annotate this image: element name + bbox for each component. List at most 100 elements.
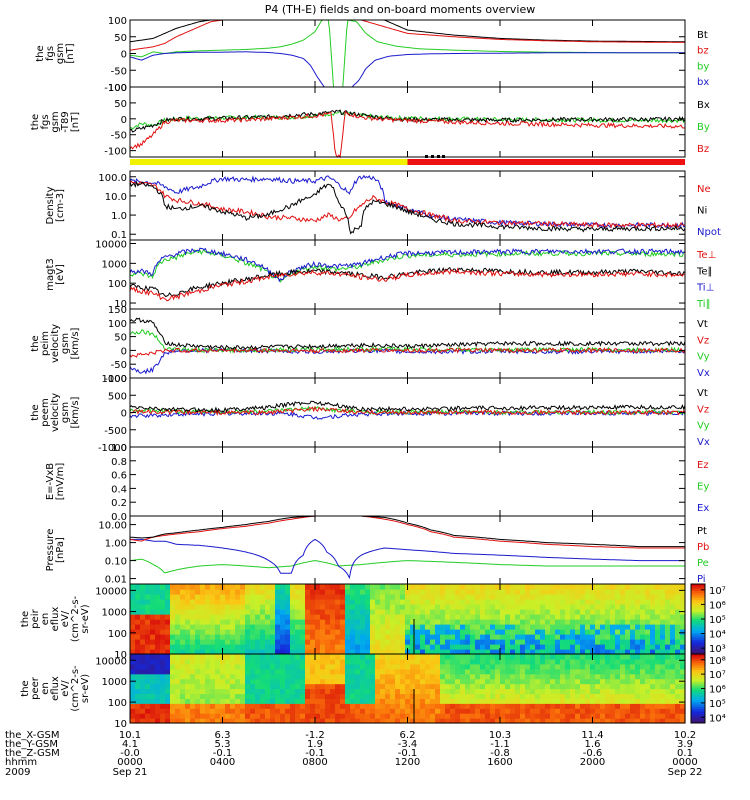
heatmap-cell [185,713,191,719]
heatmap-cell [310,654,316,660]
heatmap-cell [185,663,191,670]
heatmap-cell [325,614,331,620]
heatmap-cell [160,718,166,724]
heatmap-cell [155,688,161,695]
heatmap-cell [470,663,476,670]
heatmap-cell [360,584,366,590]
ylabel-line: the [20,611,31,627]
heatmap-cell [170,654,176,660]
heatmap-cell [330,673,336,680]
heatmap-cell [470,708,476,714]
heatmap-cell [645,698,651,704]
heatmap-cell [595,698,601,704]
heatmap-cell [425,604,431,610]
colorbar-cell [691,654,705,657]
heatmap-cell [550,584,556,590]
heatmap-cell [180,599,186,605]
heatmap-cell [350,718,356,724]
heatmap-cell [355,668,361,675]
heatmap-cell [135,663,141,670]
heatmap-cell [445,663,451,670]
heatmap-cell [185,624,191,630]
heatmap-cell [625,718,631,724]
heatmap-cell [135,634,141,640]
heatmap-cell [325,698,331,704]
heatmap-cell [140,604,146,610]
heatmap-cell [635,639,641,645]
heatmap-cell [435,599,441,605]
heatmap-cell [240,639,246,645]
colorbar-cell [691,672,705,676]
heatmap-cell [670,629,676,635]
heatmap-cell [555,594,561,600]
heatmap-cell [545,698,551,704]
heatmap-cell [630,683,636,690]
heatmap-cell [665,693,671,699]
heatmap-cell [145,688,151,695]
heatmap-cell [520,708,526,714]
heatmap-cell [390,654,396,660]
heatmap-cell [130,619,136,625]
heatmap-cell [210,678,216,685]
heatmap-cell [670,708,676,714]
heatmap-cell [300,718,306,724]
heatmap-cell [495,584,501,590]
ylabel-line: gsm [50,111,61,132]
heatmap-cell [505,614,511,620]
heatmap-cell [200,639,206,645]
heatmap-cell [235,624,241,630]
heatmap-cell [665,683,671,690]
heatmap-cell [165,658,171,665]
heatmap-cell [445,698,451,704]
heatmap-cell [275,634,281,640]
heatmap-cell [635,683,641,690]
heatmap-cell [350,599,356,605]
heatmap-cell [680,589,686,595]
heatmap-cell [455,594,461,600]
heatmap-cell [350,703,356,709]
heatmap-cell [635,673,641,680]
heatmap-cell [195,663,201,670]
heatmap-cell [465,629,471,635]
heatmap-cell [235,649,241,655]
heatmap-cell [155,654,161,660]
heatmap-cell [600,668,606,675]
heatmap-cell [580,644,586,650]
heatmap-cell [300,634,306,640]
heatmap-cell [305,678,311,685]
heatmap-cell [590,634,596,640]
heatmap-cell [210,624,216,630]
heatmap-cell [465,718,471,724]
heatmap-cell [565,673,571,680]
heatmap-cell [280,658,286,665]
heatmap-cell [225,678,231,685]
colorbar-cell [691,693,705,696]
heatmap-cell [230,663,236,670]
heatmap-cell [505,668,511,675]
heatmap-cell [530,688,536,695]
heatmap-cell [200,609,206,615]
legend-item-Pe: Pe [697,558,709,569]
heatmap-cell [155,713,161,719]
heatmap-cell [625,624,631,630]
heatmap-cell [160,619,166,625]
heatmap-cell [395,668,401,675]
heatmap-cell [545,639,551,645]
heatmap-cell [540,673,546,680]
heatmap-cell [555,609,561,615]
heatmap-cell [470,688,476,695]
heatmap-cell [370,718,376,724]
heatmap-cell [620,703,626,709]
heatmap-cell [515,688,521,695]
ylabel-line: the [30,335,41,351]
heatmap-cell [210,594,216,600]
heatmap-cell [320,619,326,625]
heatmap-cell [590,688,596,695]
heatmap-cell [310,584,316,590]
heatmap-cell [175,693,181,699]
heatmap-cell [255,604,261,610]
heatmap-cell [560,584,566,590]
heatmap-cell [145,619,151,625]
heatmap-cell [250,713,256,719]
heatmap-cell [265,589,271,595]
